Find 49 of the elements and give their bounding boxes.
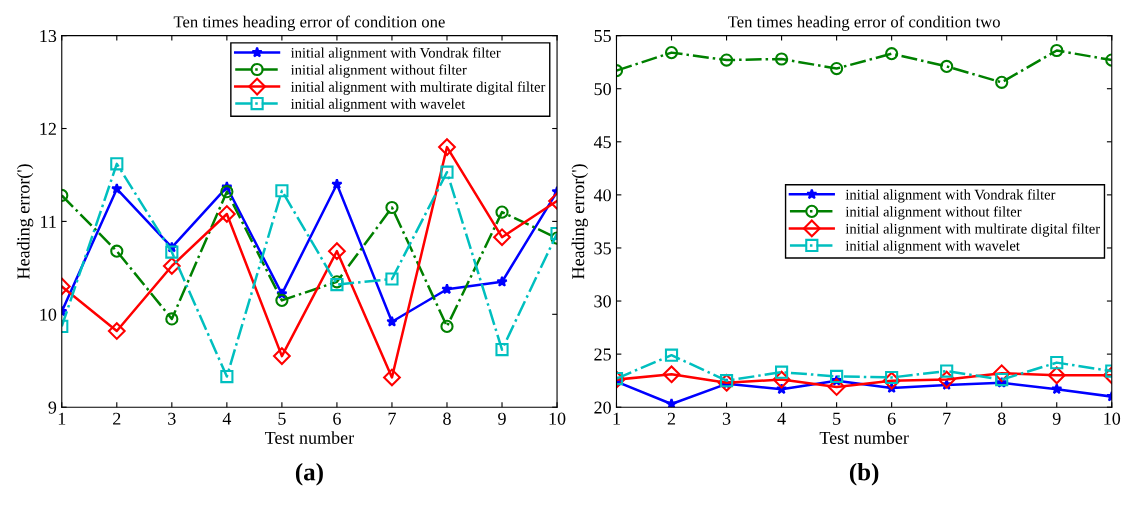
legend-label: initial alignment with Vondrak filter [290, 47, 501, 61]
x-tick-label: 6 [887, 412, 896, 425]
y-tick-label: 50 [594, 82, 611, 96]
x-tick-label: 5 [278, 412, 286, 425]
legend-label: initial alignment without filter [845, 206, 1022, 220]
chart-title: Ten times heading error of condition one [173, 15, 445, 31]
chart-title: Ten times heading error of condition two [728, 15, 1000, 31]
x-tick-label: 1 [613, 412, 620, 425]
x-tick-label: 10 [549, 412, 566, 425]
y-tick-label: 35 [594, 242, 611, 255]
x-tick-label: 8 [443, 412, 451, 425]
x-tick-label: 9 [1052, 412, 1061, 425]
y-tick-label: 30 [594, 295, 611, 308]
y-tick-label: 25 [594, 348, 611, 361]
legend-label: initial alignment without filter [290, 64, 467, 78]
x-tick-label: 3 [168, 412, 176, 425]
text: (b) [849, 462, 879, 486]
y-tick-label: 20 [594, 401, 611, 414]
y-tick-label: 40 [593, 189, 611, 202]
legend-label: initial alignment with multirate digital filter [845, 223, 1100, 237]
text: (a) [295, 462, 323, 486]
y-tick-label: 45 [593, 136, 611, 149]
x-tick-label: 2 [667, 412, 676, 425]
legend-label: initial alignment with wavelet [845, 240, 1020, 254]
legend-label: initial alignment with wavelet [290, 98, 466, 112]
x-tick-label: 1 [58, 412, 66, 425]
x-axis-title: Test number [264, 431, 354, 444]
y-tick-label: 13 [40, 29, 57, 43]
y-tick-label: 9 [48, 401, 57, 414]
y-tick-label: 11 [41, 215, 56, 228]
x-tick-label: 9 [498, 412, 506, 425]
x-tick-label: 4 [777, 412, 786, 425]
y-tick-label: 10 [40, 308, 57, 321]
y-axis-title: Heading error(') [571, 164, 589, 279]
x-axis-title: Test number [819, 431, 909, 444]
x-tick-label: 5 [833, 412, 841, 425]
y-tick-label: 55 [594, 30, 611, 43]
y-tick-label: 12 [40, 122, 56, 135]
y-axis-title: Heading error(') [16, 164, 34, 279]
legend-label: initial alignment with Vondrak filter [845, 189, 1056, 203]
x-tick-label: 4 [222, 412, 232, 425]
x-tick-label: 7 [388, 412, 396, 425]
x-tick-label: 3 [722, 412, 731, 425]
x-tick-label: 2 [113, 412, 121, 425]
x-tick-label: 6 [333, 412, 341, 425]
x-tick-label: 8 [997, 412, 1006, 425]
legend-label: initial alignment with multirate digital filter [290, 81, 546, 95]
x-tick-label: 7 [943, 412, 951, 425]
x-tick-label: 10 [1104, 412, 1121, 425]
